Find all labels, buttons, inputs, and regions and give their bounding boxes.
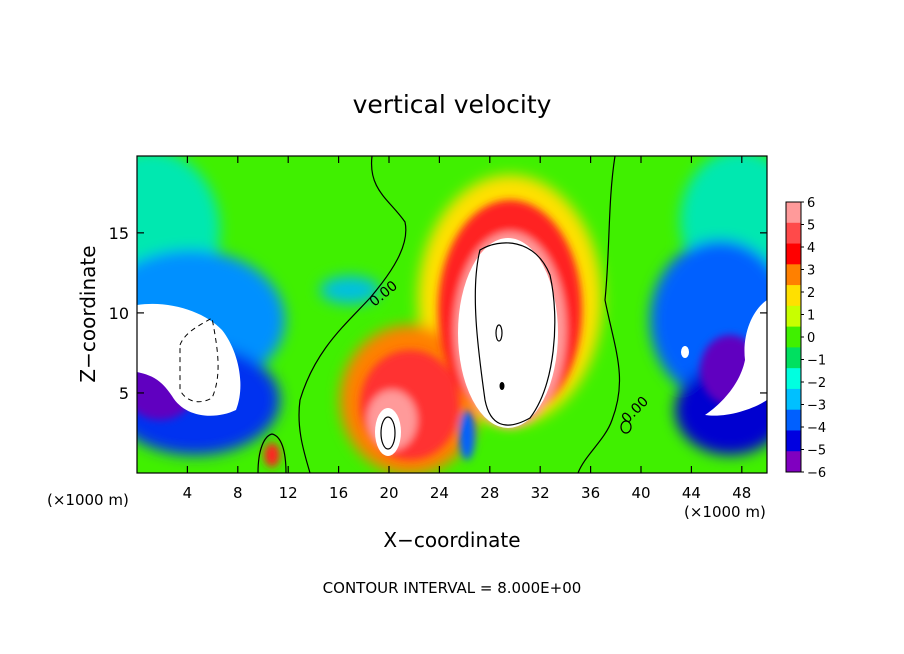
colorbar-swatch: [786, 264, 801, 286]
x-tick-label: 12: [279, 484, 298, 502]
x-tick-label: 4: [183, 484, 193, 502]
x-tick-label: 40: [631, 484, 650, 502]
colorbar-label: 5: [807, 219, 815, 234]
y-tick-label: 10: [109, 304, 129, 323]
x-tick-label: 28: [480, 484, 499, 502]
colorbar-label: −1: [807, 354, 826, 369]
colorbar-swatch: [786, 243, 801, 265]
colorbar-label: −2: [807, 376, 826, 391]
colorbar-label: 1: [807, 309, 815, 324]
colorbar-swatch: [786, 202, 801, 224]
x-tick-label: 16: [329, 484, 348, 502]
x-tick-label: 36: [581, 484, 600, 502]
x-tick-label: 20: [379, 484, 398, 502]
x-tick-label: 24: [430, 484, 449, 502]
colorbar-swatch: [786, 368, 801, 390]
colorbar-label: −3: [807, 399, 826, 414]
chart-title: vertical velocity: [353, 90, 552, 119]
colorbar-label: 2: [807, 286, 815, 301]
colorbar-swatch: [786, 430, 801, 452]
x-axis-ticks: 4 8 12 16 20 24 28 32 36 40 44 48: [183, 156, 751, 502]
y-tick-label: 5: [119, 384, 129, 403]
colorbar-label: 6: [807, 196, 815, 211]
colorbar-label: −4: [807, 421, 826, 436]
colorbar-swatch: [786, 451, 801, 473]
y-tick-label: 15: [109, 224, 129, 243]
colorbar-swatch: [786, 409, 801, 431]
contour-interval-footer: CONTOUR INTERVAL = 8.000E+00: [323, 579, 582, 597]
x-axis-label: X−coordinate: [383, 528, 520, 552]
x-tick-label: 32: [531, 484, 550, 502]
y-axis-ticks: 5 10 15: [109, 224, 767, 403]
colorbar-swatch: [786, 347, 801, 369]
x-unit-left: (×1000 m): [47, 491, 129, 509]
colorbar-label: −6: [807, 466, 826, 481]
colorbar-swatch: [786, 222, 801, 245]
colorbar-swatch: [786, 326, 801, 348]
colorbar-swatch: [786, 305, 801, 328]
x-tick-label: 48: [732, 484, 751, 502]
colorbar-label: −5: [807, 444, 826, 459]
colorbar-label: 0: [807, 331, 815, 346]
y-axis-label: Z−coordinate: [76, 245, 100, 382]
colorbar-label: 3: [807, 264, 815, 279]
colorbar-label: 4: [807, 241, 815, 256]
colorbar-swatch: [786, 388, 801, 411]
colorbar: 6 5 4 3 2 1 0 −1 −2 −3 −4 −5 −6: [785, 196, 826, 481]
x-unit-right: (×1000 m): [684, 503, 766, 521]
x-tick-label: 44: [682, 484, 701, 502]
velocity-field: 0.00 0.00: [137, 156, 767, 473]
colorbar-swatch: [786, 285, 801, 307]
plot-frame: [136, 155, 768, 474]
x-tick-label: 8: [233, 484, 243, 502]
